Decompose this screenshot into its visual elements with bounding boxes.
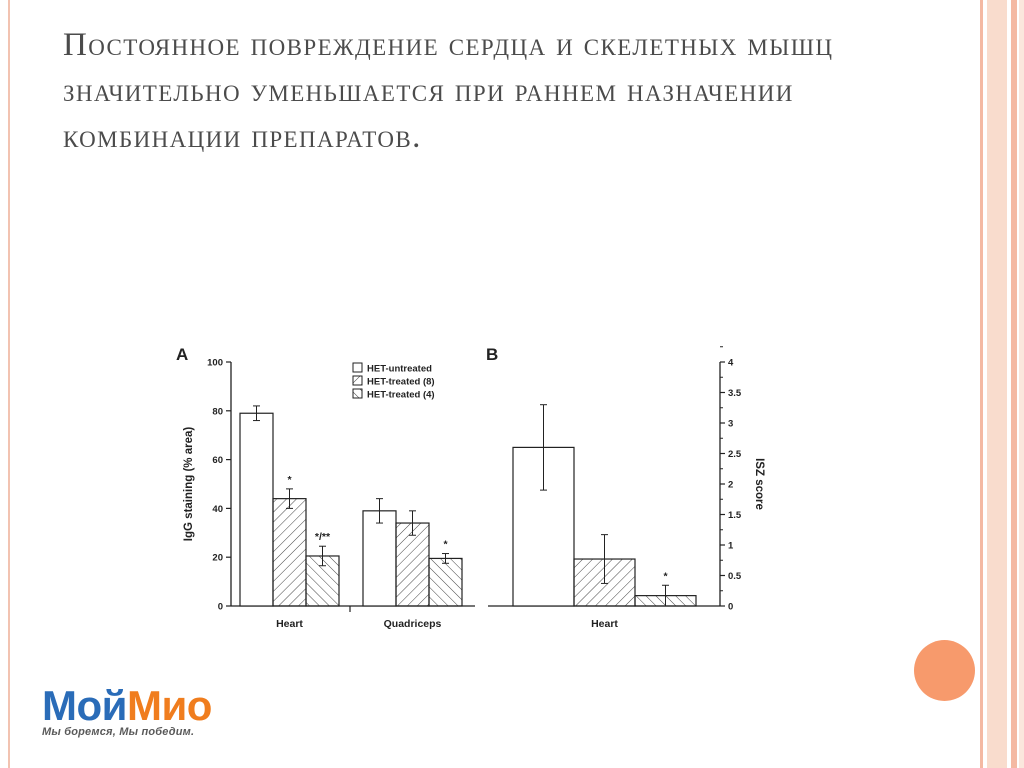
panel-letter: A bbox=[176, 345, 188, 364]
y-tick-label: 1.5 bbox=[728, 510, 742, 521]
y-tick-label: 0 bbox=[728, 602, 733, 613]
y-tick-label: 80 bbox=[212, 406, 223, 417]
y-tick-label: 100 bbox=[207, 358, 223, 369]
bar bbox=[305, 555, 340, 607]
y-tick-label: 3 bbox=[728, 419, 733, 430]
bar bbox=[272, 498, 307, 607]
significance-label: * bbox=[287, 474, 292, 486]
logo-wordmark: МойМио bbox=[42, 683, 282, 729]
y-tick-label: 2.5 bbox=[728, 449, 742, 460]
significance-label: * bbox=[443, 539, 448, 551]
legend-swatch bbox=[352, 362, 363, 373]
slide-title: Постоянное повреждение сердца и скелетны… bbox=[63, 27, 834, 155]
panel-letter: B bbox=[486, 345, 498, 364]
significance-label: * bbox=[663, 570, 668, 582]
y-tick-label: 3.5 bbox=[728, 388, 742, 399]
slide-left-border bbox=[8, 0, 10, 768]
legend-label: HET-treated (4) bbox=[367, 390, 435, 401]
chart-legend: HET-untreated HET-treated (8) HET-treated … bbox=[352, 362, 435, 401]
y-tick-label: 0 bbox=[218, 602, 223, 613]
logo-part-mio: Мио bbox=[126, 682, 212, 729]
x-category-label: Heart bbox=[276, 618, 303, 630]
logo-part-moy: Мой bbox=[42, 682, 127, 729]
bar bbox=[239, 412, 274, 607]
slide-right-stripe bbox=[1019, 0, 1024, 768]
moymio-logo: МойМио Мы боремся, Мы победим. bbox=[42, 683, 282, 743]
y-tick-label: 0.5 bbox=[728, 571, 742, 582]
x-category-label: Heart bbox=[591, 618, 618, 630]
y-tick-label: 4 bbox=[728, 358, 734, 369]
panel-a: A 0 20 40 60 80 100 IgG staining (% area) * */** H… bbox=[176, 345, 475, 630]
y-axis-label: IgG staining (% area) bbox=[183, 427, 195, 542]
y-tick-label: 1 bbox=[728, 541, 734, 552]
slide-right-stripe bbox=[987, 0, 1007, 768]
bar bbox=[395, 522, 430, 607]
y-tick-label: 40 bbox=[212, 504, 223, 515]
bar bbox=[362, 510, 397, 607]
y-axis-label: ISZ score bbox=[753, 458, 765, 510]
significance-label: */** bbox=[315, 531, 331, 543]
legend-swatch bbox=[352, 388, 363, 399]
legend-swatch bbox=[352, 375, 363, 386]
y-tick-label: 2 bbox=[728, 480, 733, 491]
decorative-circle bbox=[914, 640, 975, 701]
slide-right-stripe bbox=[980, 0, 983, 768]
x-category-label: Quadriceps bbox=[384, 618, 442, 630]
y-tick-label: 60 bbox=[212, 455, 223, 466]
y-tick-label: 20 bbox=[212, 553, 223, 564]
logo-tagline: Мы боремся, Мы победим. bbox=[42, 726, 195, 738]
legend-label: HET-untreated bbox=[367, 364, 432, 375]
bar bbox=[428, 557, 463, 607]
legend-label: HET-treated (8) bbox=[367, 377, 435, 388]
panel-b: B 0 0.5 1 1.5 2 2.5 3 3.5 4 ISZ score * Heart bbox=[486, 345, 765, 630]
slide-right-stripe bbox=[1011, 0, 1017, 768]
